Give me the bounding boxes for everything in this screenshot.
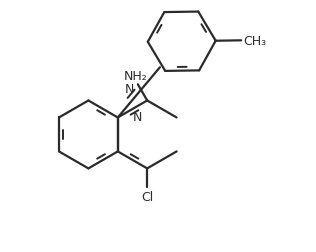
Text: N: N	[125, 82, 134, 96]
Text: CH₃: CH₃	[243, 35, 266, 48]
Text: N: N	[133, 111, 142, 124]
Text: Cl: Cl	[141, 190, 153, 203]
Text: NH₂: NH₂	[123, 69, 147, 82]
